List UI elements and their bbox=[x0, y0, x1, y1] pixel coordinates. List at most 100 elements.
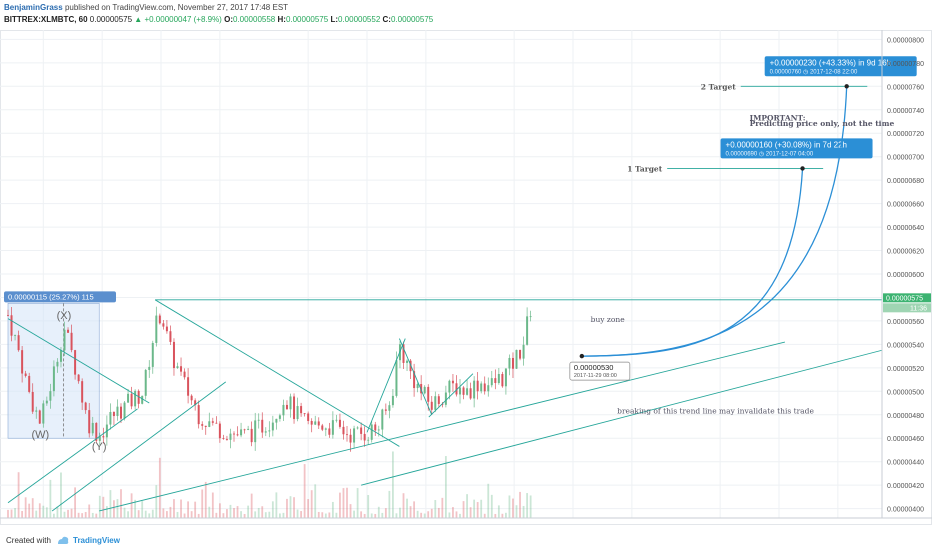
projection-box-date: 0.00000760 ◷ 2017-12-08 22:00 bbox=[770, 69, 858, 75]
candle-body bbox=[141, 395, 144, 404]
candle-body bbox=[455, 383, 458, 395]
last-time-badge bbox=[883, 303, 931, 313]
y-tick-label: 0.00000600 bbox=[887, 272, 924, 279]
volume-bar bbox=[487, 483, 490, 518]
volume-bar bbox=[243, 513, 246, 518]
candle-body bbox=[423, 386, 426, 394]
volume-bar bbox=[370, 513, 373, 518]
candle-body bbox=[120, 406, 123, 419]
close-label: C: bbox=[382, 15, 391, 24]
candle-body bbox=[208, 421, 211, 427]
volume-bar bbox=[148, 513, 151, 518]
volume-bar bbox=[395, 513, 398, 518]
candle-body bbox=[519, 349, 522, 359]
volume-bar bbox=[268, 511, 271, 518]
volume-bar bbox=[162, 508, 165, 518]
trend-line bbox=[154, 299, 400, 447]
candle-body bbox=[490, 378, 493, 386]
low-value: 0.00000552 bbox=[338, 15, 381, 24]
volume-bar bbox=[180, 499, 182, 518]
volume-bar bbox=[144, 510, 147, 518]
y-tick-label: 0.00000480 bbox=[887, 413, 924, 420]
candle-body bbox=[183, 371, 186, 378]
volume-bar bbox=[141, 501, 144, 518]
candle-body bbox=[137, 390, 140, 404]
candle-body bbox=[324, 428, 327, 430]
y-tick-label: 0.00000560 bbox=[887, 319, 924, 326]
trend-line bbox=[99, 341, 785, 512]
tradingview-logo-icon bbox=[58, 536, 69, 544]
elliott-wave-label: (X) bbox=[57, 310, 72, 322]
candle-body bbox=[508, 357, 511, 369]
symbol-label[interactable]: BITTREX:XLMBTC, 60 bbox=[4, 15, 88, 24]
price-chart[interactable]: 0.00000115 (25.27%) 115 +0.00000160 (+30… bbox=[0, 30, 932, 525]
y-tick-label: 0.00000460 bbox=[887, 436, 924, 443]
volume-bar bbox=[218, 503, 221, 518]
candle-body bbox=[370, 424, 373, 440]
candle-body bbox=[102, 436, 105, 438]
volume-bar bbox=[505, 512, 507, 518]
volume-bar bbox=[10, 509, 13, 518]
volume-bar bbox=[208, 506, 211, 518]
candle-body bbox=[430, 401, 433, 410]
volume-bar bbox=[187, 501, 189, 518]
y-tick-label: 0.00000780 bbox=[887, 61, 924, 68]
volume-bar bbox=[247, 505, 250, 518]
last-price: 0.00000575 bbox=[89, 15, 133, 24]
volume-bar bbox=[444, 456, 447, 518]
candle-body bbox=[123, 402, 126, 419]
volume-bar bbox=[250, 493, 253, 518]
candle-body bbox=[169, 331, 172, 342]
volume-bar bbox=[81, 513, 84, 518]
candle-body bbox=[338, 419, 341, 427]
volume-bar bbox=[501, 513, 504, 518]
volume-bar bbox=[134, 499, 137, 518]
volume-bar bbox=[473, 499, 476, 518]
candle-body bbox=[264, 431, 267, 433]
volume-bar bbox=[120, 489, 122, 518]
candle-body bbox=[303, 413, 306, 414]
volume-bar bbox=[38, 503, 41, 518]
candle-body bbox=[56, 361, 59, 367]
volume-bar bbox=[497, 505, 500, 518]
volume-bar bbox=[155, 485, 158, 518]
volume-bar bbox=[102, 496, 105, 518]
volume-bar bbox=[183, 513, 186, 518]
volume-bar bbox=[88, 504, 91, 518]
volume-bar bbox=[434, 500, 437, 518]
tradingview-brand[interactable]: TradingView bbox=[73, 536, 120, 545]
candle-body bbox=[342, 426, 345, 435]
volume-bar bbox=[476, 502, 479, 518]
volume-bar bbox=[490, 494, 493, 518]
candle-body bbox=[88, 410, 91, 434]
volume-bar bbox=[91, 512, 94, 518]
y-tick-label: 0.00000760 bbox=[887, 84, 924, 91]
candle-body bbox=[116, 406, 119, 417]
candle-body bbox=[165, 326, 168, 332]
candle-body bbox=[275, 418, 278, 423]
candle-body bbox=[187, 377, 190, 396]
volume-bar bbox=[166, 511, 168, 518]
volume-bar bbox=[14, 507, 16, 518]
candle-body bbox=[271, 422, 274, 431]
candle-body bbox=[374, 424, 377, 431]
candle-body bbox=[335, 419, 338, 421]
volume-bar bbox=[317, 511, 320, 518]
volume-bar bbox=[77, 512, 80, 518]
author-name[interactable]: BenjaminGrass bbox=[4, 3, 63, 12]
candle-body bbox=[434, 396, 437, 410]
candle-body bbox=[112, 411, 115, 417]
last-price-badge-text: 0.00000575 bbox=[886, 295, 923, 302]
candle-body bbox=[63, 329, 66, 351]
volume-bar bbox=[158, 457, 161, 518]
projections: +0.00000160 (+30.08%) in 7d 22h 0.0000069… bbox=[569, 56, 917, 381]
candle-body bbox=[84, 402, 87, 411]
candle-body bbox=[459, 387, 462, 395]
high-value: 0.00000575 bbox=[285, 15, 329, 24]
candle-body bbox=[91, 422, 94, 434]
y-tick-label: 0.00000440 bbox=[887, 460, 924, 467]
volume-bar bbox=[63, 511, 66, 518]
axes: 0.00000400 0.00000420 0.00000440 0.00000460… bbox=[0, 30, 932, 519]
y-tick-label: 0.00000400 bbox=[887, 507, 924, 514]
volume-bar bbox=[388, 490, 391, 518]
